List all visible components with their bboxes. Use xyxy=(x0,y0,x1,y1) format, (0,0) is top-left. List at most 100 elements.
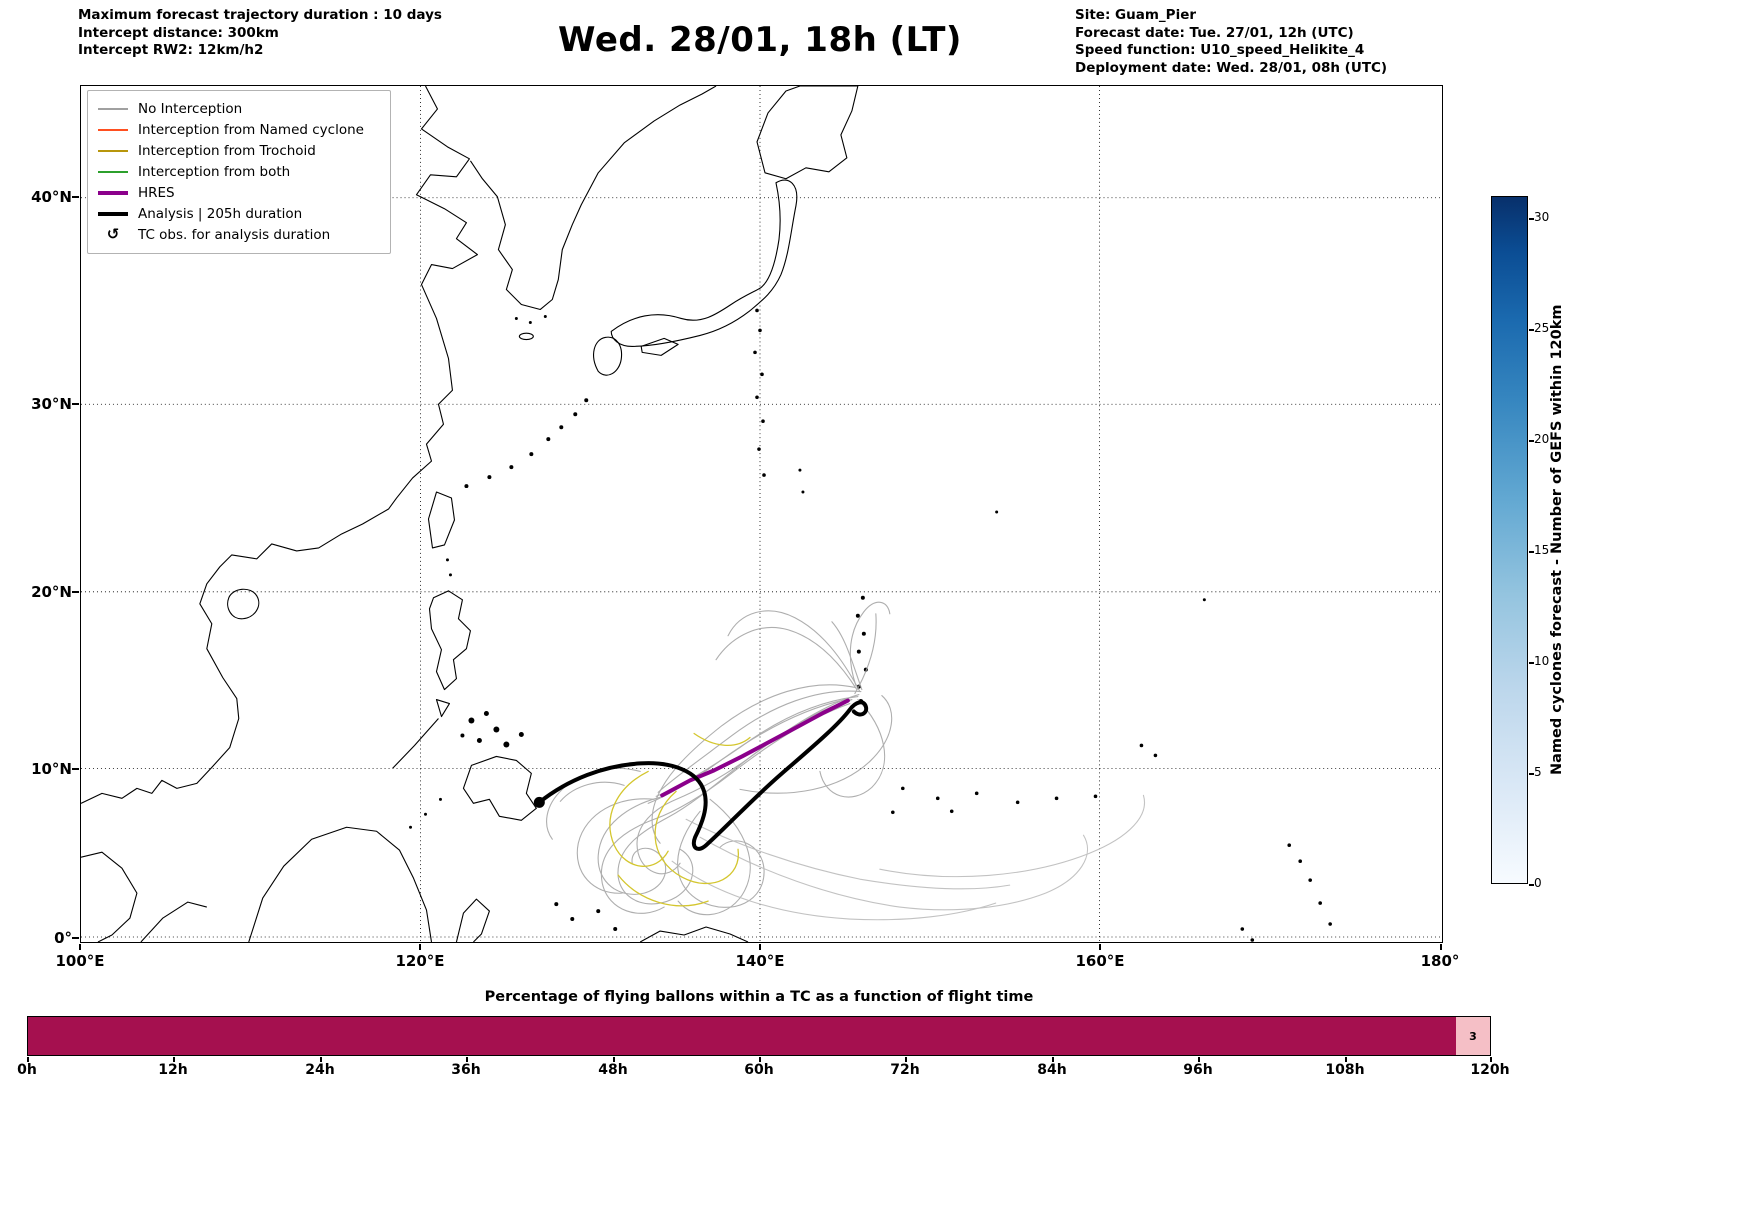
figure-title: Wed. 28/01, 18h (LT) xyxy=(558,20,962,60)
legend-item-analysis: Analysis | 205h duration xyxy=(98,203,380,224)
legend-line-olive xyxy=(98,149,128,152)
legend-label: Interception from Named cyclone xyxy=(138,121,364,138)
map-xtick-100e: 100°E xyxy=(55,952,105,970)
ensemble-trajectories-gray xyxy=(546,601,893,916)
cb-tick-5: 5 xyxy=(1534,765,1542,779)
max-duration-line: Maximum forecast trajectory duration : 1… xyxy=(78,7,442,23)
bstrip-tick-mark xyxy=(27,1057,29,1062)
ytick-mark xyxy=(72,768,79,770)
bottom-chart-title: Percentage of flying ballons within a TC… xyxy=(484,989,1034,1005)
cb-tick-15: 15 xyxy=(1534,543,1550,557)
forecast-date-line: Forecast date: Tue. 27/01, 12h (UTC) xyxy=(1075,24,1354,41)
xtick-mark xyxy=(1099,944,1101,950)
cb-tick-20: 20 xyxy=(1534,432,1550,446)
legend-label: Interception from both xyxy=(138,163,291,180)
legend-line-gray xyxy=(98,107,128,110)
legend-item-both: Interception from both xyxy=(98,161,380,182)
xtick-mark xyxy=(419,944,421,950)
legend-item-trochoid: Interception from Trochoid xyxy=(98,140,380,161)
bstrip-tick-mark xyxy=(613,1057,615,1062)
map-ytick-0: 0° xyxy=(54,929,72,947)
map-canvas xyxy=(81,86,1442,942)
legend-item-no-interception: No Interception xyxy=(98,98,380,119)
deployment-date-line: Deployment date: Wed. 28/01, 08h (UTC) xyxy=(1075,59,1388,76)
bstrip-tick-mark xyxy=(905,1057,907,1062)
small-islands xyxy=(409,308,1332,942)
ytick-mark xyxy=(72,403,79,405)
cb-tick-mark xyxy=(1529,329,1534,331)
graticule-gridlines xyxy=(81,86,1442,942)
ytick-mark xyxy=(72,591,79,593)
cb-tick-mark xyxy=(1529,440,1534,442)
map-ytick-30n: 30°N xyxy=(31,395,72,413)
bstrip-tick-84h: 84h xyxy=(1037,1062,1067,1078)
ensemble-trajectories-gray-far xyxy=(671,794,1146,921)
gefs-colorbar xyxy=(1491,196,1528,884)
tc-obs-icon: ↺ xyxy=(106,225,120,243)
legend-line-orange xyxy=(98,128,128,131)
intercept-rw2-line: Intercept RW2: 12km/h2 xyxy=(78,42,264,58)
bstrip-tick-12h: 12h xyxy=(158,1062,188,1078)
bstrip-tick-24h: 24h xyxy=(305,1062,335,1078)
hres-track xyxy=(660,698,850,798)
coastlines xyxy=(81,86,859,942)
ytick-mark xyxy=(72,937,79,939)
legend-label: TC obs. for analysis duration xyxy=(138,226,331,243)
bstrip-tick-120h: 120h xyxy=(1470,1062,1510,1078)
speed-function-line: Speed function: U10_speed_Helikite_4 xyxy=(1075,42,1365,58)
legend-label: Analysis | 205h duration xyxy=(138,205,303,222)
legend-line-green xyxy=(98,170,128,173)
legend-label: Interception from Trochoid xyxy=(138,142,316,159)
xtick-mark xyxy=(759,944,761,950)
cb-tick-mark xyxy=(1529,662,1534,664)
bstrip-tick-mark xyxy=(1490,1057,1492,1062)
tc-percentage-last-bin: 3 xyxy=(1456,1017,1490,1055)
trochoid-trajectories-yellow xyxy=(609,732,751,907)
bstrip-tick-48h: 48h xyxy=(598,1062,628,1078)
bstrip-tick-mark xyxy=(320,1057,322,1062)
header-left-info: Maximum forecast trajectory duration : 1… xyxy=(78,7,442,60)
bstrip-tick-mark xyxy=(173,1057,175,1062)
map-ytick-10n: 10°N xyxy=(31,760,72,778)
bstrip-tick-36h: 36h xyxy=(451,1062,481,1078)
tc-percentage-strip: 3 xyxy=(27,1016,1491,1056)
map-xtick-140e: 140°E xyxy=(735,952,785,970)
bstrip-tick-96h: 96h xyxy=(1183,1062,1213,1078)
legend-line-purple xyxy=(98,190,128,195)
site-line: Site: Guam_Pier xyxy=(1075,7,1197,23)
legend-item-named-cyclone: Interception from Named cyclone xyxy=(98,119,380,140)
intercept-distance-line: Intercept distance: 300km xyxy=(78,24,279,41)
bstrip-tick-mark xyxy=(1345,1057,1347,1062)
bstrip-tick-60h: 60h xyxy=(744,1062,774,1078)
cb-tick-mark xyxy=(1529,218,1534,220)
analysis-track xyxy=(537,700,869,851)
bstrip-tick-mark xyxy=(759,1057,761,1062)
bstrip-tick-0h: 0h xyxy=(17,1062,37,1078)
ytick-mark xyxy=(72,196,79,198)
legend-label: HRES xyxy=(138,184,175,201)
trajectory-map: No Interception Interception from Named … xyxy=(80,85,1443,943)
cb-tick-25: 25 xyxy=(1534,321,1550,335)
cb-tick-30: 30 xyxy=(1534,210,1550,224)
cb-tick-0: 0 xyxy=(1534,876,1542,890)
header-right-info: Site: Guam_Pier Forecast date: Tue. 27/0… xyxy=(1075,7,1387,77)
cb-tick-mark xyxy=(1529,551,1534,553)
bstrip-tick-mark xyxy=(1052,1057,1054,1062)
legend-label: No Interception xyxy=(138,100,243,117)
cb-tick-mark xyxy=(1529,884,1534,886)
legend-item-tc-obs: ↺ TC obs. for analysis duration xyxy=(98,224,380,245)
map-legend: No Interception Interception from Named … xyxy=(87,90,391,254)
xtick-mark xyxy=(1440,944,1442,950)
map-xtick-180: 180° xyxy=(1420,952,1460,970)
colorbar-axis-label: Named cyclones forecast - Number of GEFS… xyxy=(1549,304,1565,776)
legend-line-black xyxy=(98,211,128,216)
bstrip-tick-mark xyxy=(466,1057,468,1062)
bstrip-tick-108h: 108h xyxy=(1325,1062,1365,1078)
cb-tick-10: 10 xyxy=(1534,654,1550,668)
map-ytick-20n: 20°N xyxy=(31,583,72,601)
xtick-mark xyxy=(79,944,81,950)
map-xtick-120e: 120°E xyxy=(395,952,445,970)
cb-tick-mark xyxy=(1529,773,1534,775)
legend-item-hres: HRES xyxy=(98,182,380,203)
